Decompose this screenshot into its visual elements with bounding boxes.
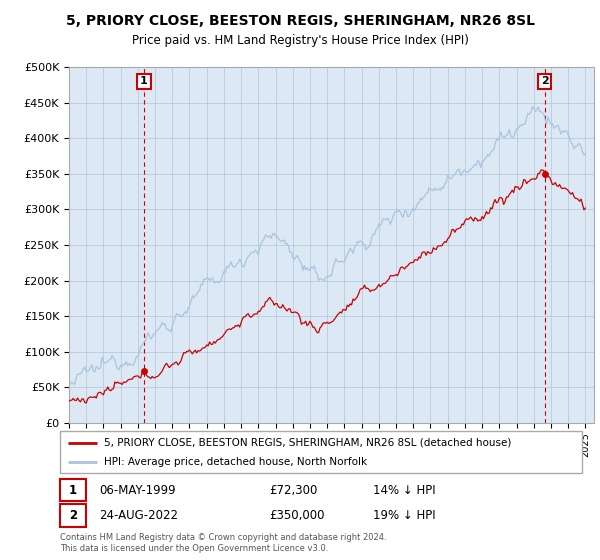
Text: Price paid vs. HM Land Registry's House Price Index (HPI): Price paid vs. HM Land Registry's House … <box>131 34 469 46</box>
Text: 2: 2 <box>69 509 77 522</box>
FancyBboxPatch shape <box>60 479 86 501</box>
FancyBboxPatch shape <box>60 431 582 473</box>
Text: 5, PRIORY CLOSE, BEESTON REGIS, SHERINGHAM, NR26 8SL (detached house): 5, PRIORY CLOSE, BEESTON REGIS, SHERINGH… <box>104 437 512 447</box>
Text: HPI: Average price, detached house, North Norfolk: HPI: Average price, detached house, Nort… <box>104 457 367 467</box>
Text: 24-AUG-2022: 24-AUG-2022 <box>99 509 178 522</box>
FancyBboxPatch shape <box>60 505 86 527</box>
Text: Contains HM Land Registry data © Crown copyright and database right 2024.
This d: Contains HM Land Registry data © Crown c… <box>60 533 386 553</box>
Text: 1: 1 <box>69 483 77 497</box>
Text: 14% ↓ HPI: 14% ↓ HPI <box>373 483 436 497</box>
Text: £350,000: £350,000 <box>269 509 325 522</box>
Text: £72,300: £72,300 <box>269 483 317 497</box>
Text: 2: 2 <box>541 76 548 86</box>
Text: 06-MAY-1999: 06-MAY-1999 <box>99 483 176 497</box>
Text: 5, PRIORY CLOSE, BEESTON REGIS, SHERINGHAM, NR26 8SL: 5, PRIORY CLOSE, BEESTON REGIS, SHERINGH… <box>65 14 535 28</box>
Text: 19% ↓ HPI: 19% ↓ HPI <box>373 509 436 522</box>
Text: 1: 1 <box>140 76 148 86</box>
